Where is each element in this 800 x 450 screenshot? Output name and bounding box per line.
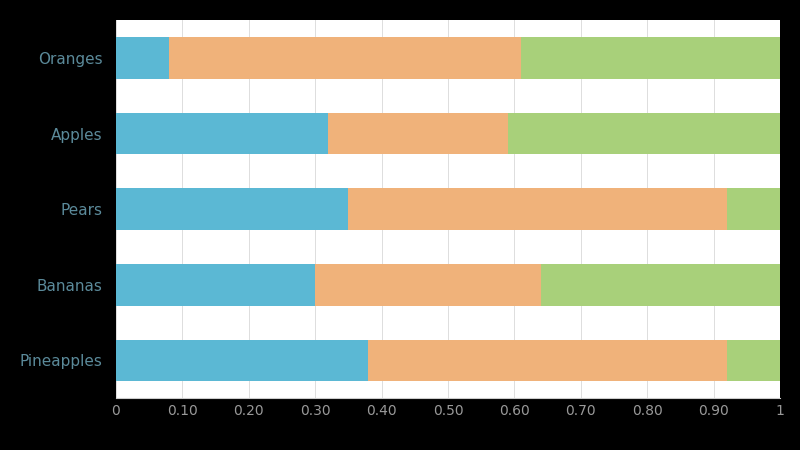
Bar [368, 340, 727, 381]
Bar [315, 264, 541, 306]
Bar [521, 37, 780, 79]
Bar [329, 113, 508, 154]
Bar [508, 113, 780, 154]
Bar [349, 189, 727, 230]
Bar [116, 340, 368, 381]
Bar [116, 189, 349, 230]
Bar [541, 264, 780, 306]
Bar [116, 264, 315, 306]
Bar [169, 37, 521, 79]
Bar [116, 113, 329, 154]
Bar [727, 189, 780, 230]
Bar [116, 37, 169, 79]
Bar [727, 340, 780, 381]
